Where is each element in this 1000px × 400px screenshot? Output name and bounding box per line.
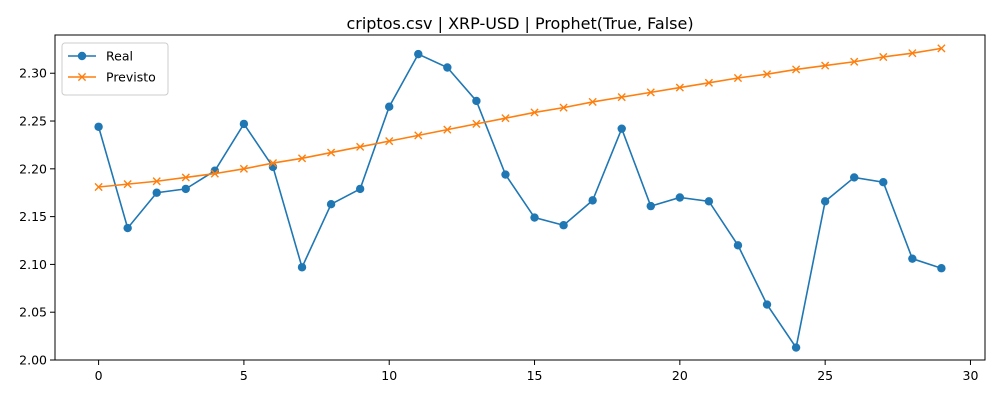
data-point-real: [646, 201, 655, 211]
y-axis: 2.00 2.05 2.10 2.15 2.20 2.25 2.30: [19, 66, 55, 368]
y-tick-label: 2.25: [19, 114, 47, 129]
data-point-previsto: [850, 57, 859, 66]
data-point-previsto: [937, 44, 946, 53]
data-point-real: [733, 241, 743, 250]
data-point-real: [94, 122, 103, 131]
data-point-previsto: [588, 97, 597, 107]
data-point-real: [879, 178, 888, 187]
data-point-real: [791, 343, 801, 352]
legend: Real Previsto: [61, 42, 169, 96]
data-point-real: [355, 184, 365, 194]
data-point-previsto: [733, 73, 743, 83]
series-layer: [94, 44, 946, 352]
y-tick-label: 2.05: [19, 305, 47, 320]
plot-area: [54, 34, 986, 361]
data-point-previsto: [239, 164, 249, 173]
data-point-previsto: [821, 61, 830, 70]
data-point-real: [820, 197, 830, 206]
y-tick-label: 2.30: [19, 66, 47, 81]
data-point-real: [617, 124, 626, 133]
y-tick-label: 2.10: [19, 257, 47, 272]
data-point-previsto: [472, 119, 481, 128]
chart-title: criptos.csv | XRP-USD | Prophet(True, Fa…: [346, 14, 693, 33]
x-tick-label: 25: [817, 368, 833, 383]
x-tick-label: 20: [672, 368, 688, 383]
data-point-previsto: [879, 52, 888, 62]
data-point-real: [152, 188, 161, 197]
x-tick-label: 15: [527, 368, 543, 383]
data-point-real: [326, 199, 336, 209]
data-point-previsto: [94, 182, 103, 192]
data-point-real: [850, 173, 859, 182]
x-tick-label: 10: [381, 368, 397, 383]
data-point-previsto: [762, 70, 772, 79]
legend-marker-real: [77, 51, 87, 61]
data-point-previsto: [297, 154, 307, 163]
data-point-real: [588, 196, 597, 205]
data-point-previsto: [268, 158, 278, 168]
data-point-previsto: [617, 93, 626, 102]
data-point-previsto: [385, 137, 394, 146]
data-point-real: [239, 119, 249, 129]
series-line-previsto: [98, 47, 942, 188]
data-point-previsto: [356, 142, 365, 151]
data-point-previsto: [152, 177, 161, 186]
data-point-real: [704, 197, 714, 206]
data-point-previsto: [646, 88, 655, 97]
legend-label-previsto: Previsto: [106, 70, 156, 85]
data-point-previsto: [181, 173, 190, 182]
data-point-previsto: [791, 65, 801, 74]
data-point-previsto: [443, 125, 452, 134]
data-point-previsto: [704, 78, 714, 87]
data-point-real: [559, 221, 568, 230]
y-tick-label: 2.00: [19, 353, 47, 368]
data-point-previsto: [210, 169, 219, 178]
data-point-real: [762, 300, 772, 309]
data-point-real: [675, 193, 685, 202]
data-point-real: [181, 184, 190, 194]
data-point-real: [908, 254, 917, 263]
data-point-real: [472, 96, 481, 106]
data-point-previsto: [675, 83, 684, 92]
data-point-real: [530, 213, 539, 222]
data-point-previsto: [123, 180, 132, 189]
data-point-real: [414, 49, 423, 59]
data-point-previsto: [326, 148, 336, 157]
legend-marker-previsto: [77, 72, 87, 82]
data-point-real: [297, 263, 307, 272]
legend-label-real: Real: [106, 49, 133, 64]
data-point-real: [123, 223, 132, 233]
x-axis: 0 5 10 15 20 25 30: [95, 360, 979, 383]
data-point-previsto: [908, 49, 917, 58]
data-point-previsto: [501, 114, 510, 123]
data-point-real: [385, 102, 394, 111]
y-tick-label: 2.20: [19, 161, 47, 176]
data-point-previsto: [559, 103, 568, 112]
data-point-previsto: [530, 108, 539, 117]
x-tick-label: 30: [963, 368, 979, 383]
series-line-real: [97, 53, 942, 350]
data-point-real: [501, 170, 510, 179]
data-point-previsto: [414, 131, 423, 140]
data-point-real: [937, 264, 946, 273]
x-tick-label: 0: [95, 368, 103, 383]
y-tick-label: 2.15: [19, 209, 47, 224]
data-point-real: [443, 63, 452, 72]
x-tick-label: 5: [240, 368, 248, 383]
